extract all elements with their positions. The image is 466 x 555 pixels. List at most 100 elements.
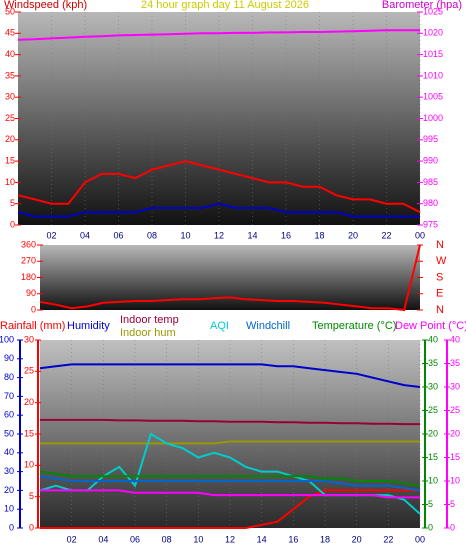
x-tick-label: 08 [162, 534, 172, 544]
y-tick-label: S [436, 271, 443, 283]
x-tick-label: 20 [348, 230, 358, 240]
y-tick-label: 1010 [423, 70, 443, 80]
y-tick-label: 25 [428, 405, 438, 415]
plot-bg [18, 12, 420, 225]
y-tick-label: 20 [5, 134, 15, 144]
y-tick-label: 1005 [423, 92, 443, 102]
legend-entry: Windchill [246, 320, 290, 332]
y-tick-label: 20 [4, 485, 14, 495]
y-tick-label: 360 [21, 239, 36, 249]
series-line [17, 160, 421, 214]
y-tick-label: 60 [4, 410, 14, 420]
y-tick-label: 5 [29, 491, 34, 501]
x-tick-label: 22 [383, 534, 393, 544]
y-tick-label: 50 [4, 428, 14, 438]
y-tick-label: 10 [428, 475, 438, 485]
x-tick-label: 02 [67, 534, 77, 544]
y-tick-label: 0 [10, 219, 15, 229]
y-tick-label: 40 [428, 334, 438, 344]
y-tick-label: 80 [4, 372, 14, 382]
y-tick-label: 990 [423, 155, 438, 165]
x-tick-label: 20 [352, 534, 362, 544]
y-tick-label: 25 [24, 366, 34, 376]
y-tick-label: 90 [26, 288, 36, 298]
y-tick-label: 1025 [423, 6, 443, 16]
y-tick-label: 10 [4, 504, 14, 514]
y-tick-label: 30 [4, 466, 14, 476]
x-tick-label: 18 [320, 534, 330, 544]
y-tick-label: 25 [5, 113, 15, 123]
y-tick-label: 15 [5, 155, 15, 165]
series-line [40, 489, 420, 529]
y-tick-label: 30 [24, 334, 34, 344]
series-line [39, 363, 421, 388]
y-tick-label: 30 [5, 92, 15, 102]
legend-entry: Rainfall (mm) [0, 320, 65, 332]
y-tick-label: 15 [450, 452, 460, 462]
x-tick-label: 10 [193, 534, 203, 544]
series-line [39, 470, 421, 487]
y-tick-label: 10 [450, 475, 460, 485]
y-tick-label: 995 [423, 134, 438, 144]
y-tick-label: 35 [450, 358, 460, 368]
y-tick-label: 5 [450, 499, 455, 509]
y-tick-label: 5 [10, 198, 15, 208]
y-tick-label: 70 [4, 391, 14, 401]
x-tick-label: 10 [180, 230, 190, 240]
y-tick-label: 0 [31, 304, 36, 314]
y-tick-label: 20 [428, 428, 438, 438]
x-tick-label: 00 [415, 534, 425, 544]
y-tick-label: E [436, 288, 443, 300]
x-tick-label: 08 [147, 230, 157, 240]
y-tick-label: W [436, 255, 447, 267]
y-tick-label: 0 [450, 522, 455, 532]
y-axis-label: Windspeed (kph) [4, 0, 87, 11]
y-tick-label: 40 [4, 447, 14, 457]
y-tick-label: N [436, 304, 444, 316]
legend-entry: AQI [210, 320, 229, 332]
y-tick-label: 10 [5, 177, 15, 187]
y-tick-label: 50 [5, 6, 15, 16]
plot-bg [40, 245, 420, 310]
series-line [17, 29, 420, 41]
y-tick-label: 40 [450, 334, 460, 344]
x-tick-label: 04 [80, 230, 90, 240]
x-tick-label: 06 [130, 534, 140, 544]
y-tick-label: 20 [24, 397, 34, 407]
series-line [39, 244, 421, 312]
y-tick-label: 45 [5, 28, 15, 38]
y-tick-label: 15 [428, 452, 438, 462]
chart-title: 24 hour graph day 11 August 2026 [141, 0, 309, 11]
y-tick-label: 180 [21, 272, 36, 282]
y-tick-label: 985 [423, 177, 438, 187]
y-tick-label: 90 [4, 353, 14, 363]
x-tick-label: 04 [98, 534, 108, 544]
x-tick-label: 14 [257, 534, 267, 544]
x-tick-label: 14 [247, 230, 257, 240]
series-line [40, 418, 420, 426]
legend-entry: Indoor temp [120, 314, 179, 326]
y-tick-label: N [436, 239, 444, 251]
legend-entry: Temperature (°C) [312, 320, 396, 332]
x-tick-label: 02 [46, 230, 56, 240]
y-tick-label: 1020 [423, 28, 443, 38]
y-tick-label: 1015 [423, 49, 443, 59]
y-tick-label: 25 [450, 405, 460, 415]
x-tick-label: 00 [415, 230, 425, 240]
y-tick-label: 0 [428, 522, 433, 532]
x-tick-label: 06 [113, 230, 123, 240]
series-line [17, 202, 420, 218]
x-tick-label: 12 [225, 534, 235, 544]
y-tick-label: 10 [24, 460, 34, 470]
series-line [40, 440, 420, 445]
y-tick-label: 15 [24, 428, 34, 438]
x-tick-label: 22 [381, 230, 391, 240]
y-tick-label: 30 [450, 381, 460, 391]
legend-entry: Indoor hum [120, 327, 176, 339]
y-tick-label: 1000 [423, 113, 443, 123]
y-tick-label: 35 [428, 358, 438, 368]
y-tick-label: 40 [5, 49, 15, 59]
legend-entry: Dew Point (°C) [395, 320, 466, 332]
x-tick-label: 16 [281, 230, 291, 240]
